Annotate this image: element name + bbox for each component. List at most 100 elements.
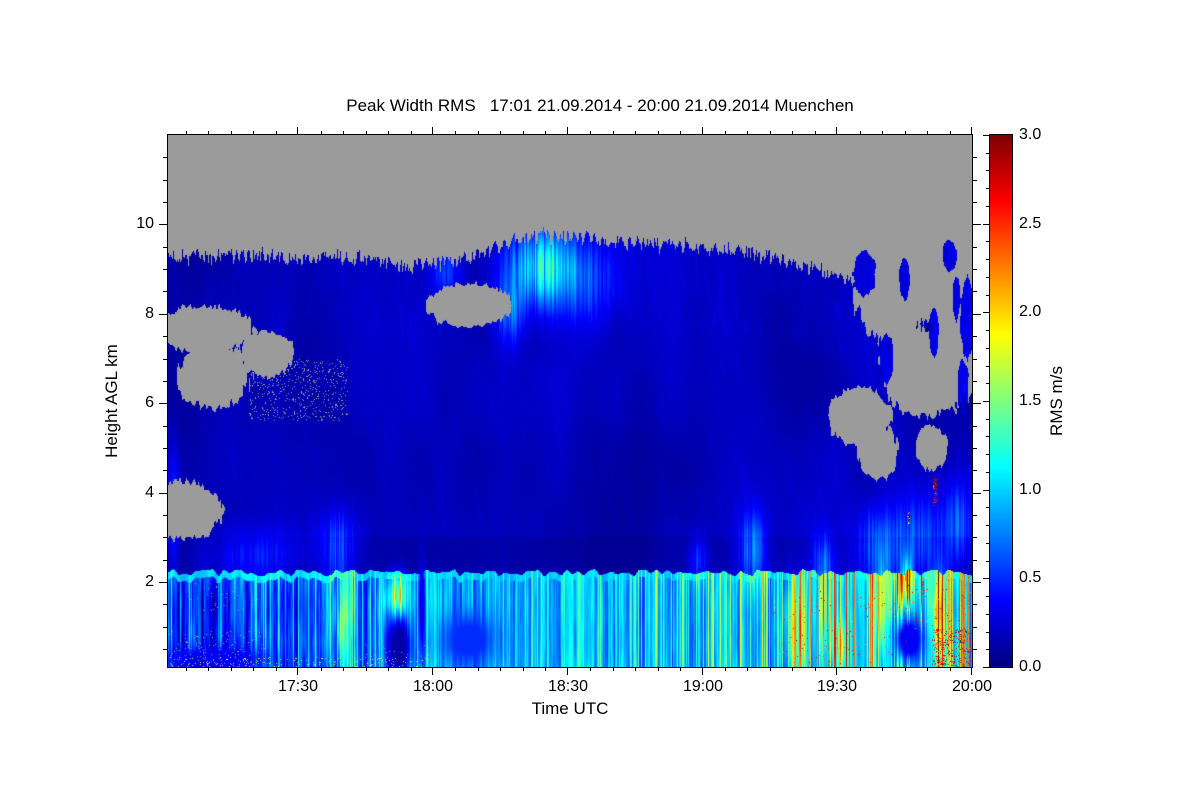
colorbar-minor-tick bbox=[986, 259, 990, 260]
colorbar bbox=[990, 135, 1012, 667]
colorbar-minor-tick bbox=[986, 277, 990, 278]
x-minor-tick-top bbox=[725, 131, 726, 135]
y-tick bbox=[159, 582, 168, 583]
colorbar-frame bbox=[989, 134, 1013, 668]
y-minor-tick bbox=[163, 649, 168, 650]
y-minor-tick-right bbox=[972, 604, 977, 605]
x-minor-tick bbox=[792, 667, 793, 671]
y-tick-right bbox=[972, 403, 981, 404]
x-minor-tick bbox=[253, 667, 254, 671]
colorbar-tick bbox=[983, 667, 990, 668]
y-minor-tick bbox=[163, 269, 168, 270]
x-axis-label: Time UTC bbox=[531, 699, 609, 718]
y-minor-tick-right bbox=[972, 470, 977, 471]
x-minor-tick-top bbox=[321, 131, 322, 135]
x-minor-tick bbox=[747, 667, 748, 671]
x-minor-tick-top bbox=[478, 131, 479, 135]
x-minor-tick bbox=[276, 667, 277, 671]
x-minor-tick-top bbox=[366, 131, 367, 135]
y-tick-right bbox=[972, 224, 981, 225]
colorbar-tick bbox=[983, 135, 990, 136]
y-tick bbox=[159, 493, 168, 494]
x-minor-tick-top bbox=[411, 131, 412, 135]
y-minor-tick bbox=[163, 537, 168, 538]
plot-frame bbox=[167, 134, 973, 668]
colorbar-tick bbox=[983, 490, 990, 491]
y-minor-tick bbox=[163, 448, 168, 449]
y-tick-label: 4 bbox=[145, 484, 154, 501]
y-minor-tick-right bbox=[972, 426, 977, 427]
x-minor-tick-top bbox=[770, 131, 771, 135]
x-minor-tick bbox=[455, 667, 456, 671]
x-minor-tick bbox=[613, 667, 614, 671]
colorbar-tick-label: 3.0 bbox=[1019, 126, 1042, 143]
y-tick-label: 8 bbox=[145, 305, 154, 322]
colorbar-minor-tick bbox=[986, 170, 990, 171]
x-tick bbox=[297, 667, 298, 675]
x-minor-tick-top bbox=[276, 131, 277, 135]
y-tick-right bbox=[972, 582, 981, 583]
colorbar-minor-tick bbox=[986, 561, 990, 562]
y-tick bbox=[159, 403, 168, 404]
colorbar-minor-tick bbox=[986, 436, 990, 437]
y-minor-tick-right bbox=[972, 247, 977, 248]
x-minor-tick bbox=[680, 667, 681, 671]
x-minor-tick-top bbox=[905, 131, 906, 135]
x-minor-tick bbox=[927, 667, 928, 671]
colorbar-minor-tick bbox=[986, 614, 990, 615]
x-minor-tick-top bbox=[545, 131, 546, 135]
x-minor-tick bbox=[186, 667, 187, 671]
colorbar-minor-tick bbox=[986, 454, 990, 455]
x-minor-tick-top bbox=[747, 131, 748, 135]
x-tick-top bbox=[836, 127, 837, 135]
y-minor-tick-right bbox=[972, 291, 977, 292]
x-minor-tick-top bbox=[792, 131, 793, 135]
x-minor-tick bbox=[366, 667, 367, 671]
y-minor-tick-right bbox=[972, 381, 977, 382]
x-minor-tick-top bbox=[950, 131, 951, 135]
x-minor-tick-top bbox=[455, 131, 456, 135]
colorbar-minor-tick bbox=[986, 153, 990, 154]
colorbar-tick bbox=[983, 312, 990, 313]
x-minor-tick-top bbox=[590, 131, 591, 135]
y-minor-tick bbox=[163, 627, 168, 628]
y-minor-tick bbox=[163, 426, 168, 427]
colorbar-tick-label: 2.5 bbox=[1019, 215, 1042, 232]
chart-title: Peak Width RMS 17:01 21.09.2014 - 20:00 … bbox=[346, 96, 854, 115]
colorbar-minor-tick bbox=[986, 330, 990, 331]
x-minor-tick bbox=[635, 667, 636, 671]
colorbar-minor-tick bbox=[986, 507, 990, 508]
x-minor-tick-top bbox=[680, 131, 681, 135]
x-tick bbox=[432, 667, 433, 675]
y-minor-tick-right bbox=[972, 180, 977, 181]
colorbar-minor-tick bbox=[986, 206, 990, 207]
y-minor-tick-right bbox=[972, 515, 977, 516]
y-minor-tick-right bbox=[972, 157, 977, 158]
colorbar-minor-tick bbox=[986, 295, 990, 296]
x-minor-tick-top bbox=[500, 131, 501, 135]
y-minor-tick-right bbox=[972, 627, 977, 628]
x-tick-top bbox=[432, 127, 433, 135]
colorbar-minor-tick bbox=[986, 366, 990, 367]
y-minor-tick-right bbox=[972, 560, 977, 561]
heatmap-plot bbox=[168, 135, 972, 667]
x-minor-tick bbox=[770, 667, 771, 671]
colorbar-tick-label: 2.0 bbox=[1019, 303, 1042, 320]
y-tick-right bbox=[972, 493, 981, 494]
colorbar-minor-tick bbox=[986, 241, 990, 242]
colorbar-minor-tick bbox=[986, 383, 990, 384]
x-tick bbox=[567, 667, 568, 675]
x-minor-tick bbox=[905, 667, 906, 671]
colorbar-minor-tick bbox=[986, 419, 990, 420]
colorbar-tick bbox=[983, 401, 990, 402]
x-tick-label: 20:00 bbox=[951, 678, 993, 695]
y-tick-label: 6 bbox=[145, 394, 154, 411]
x-minor-tick-top bbox=[927, 131, 928, 135]
y-tick-label: 2 bbox=[145, 573, 154, 590]
colorbar-minor-tick bbox=[986, 472, 990, 473]
x-minor-tick bbox=[411, 667, 412, 671]
x-tick bbox=[836, 667, 837, 675]
x-minor-tick bbox=[860, 667, 861, 671]
x-minor-tick bbox=[523, 667, 524, 671]
x-minor-tick bbox=[950, 667, 951, 671]
